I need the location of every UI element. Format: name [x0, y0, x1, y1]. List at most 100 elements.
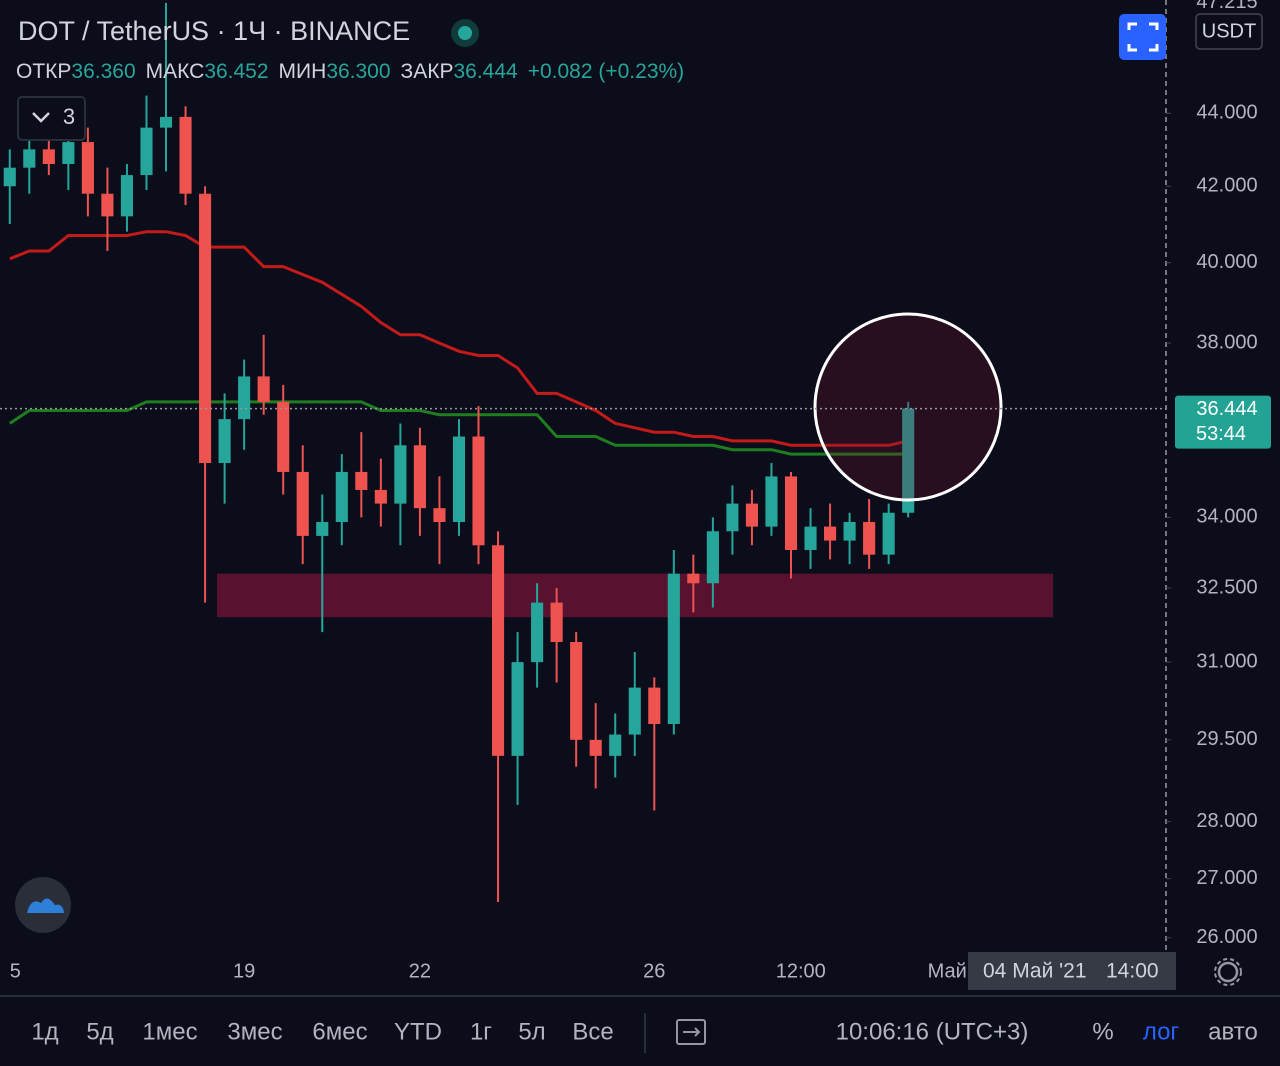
candle-body: [413, 445, 426, 509]
candle-body: [609, 734, 622, 756]
last-price-label: 36.444: [1196, 398, 1257, 420]
candle-body: [159, 116, 173, 128]
replay-button[interactable]: [676, 1019, 706, 1045]
y-tick-label: 40.000: [1196, 251, 1257, 273]
range-button[interactable]: Все: [572, 1018, 613, 1045]
ohlc-value: 36.452: [204, 60, 268, 83]
y-tick-label: 31.000: [1196, 650, 1257, 672]
ohlc-label: ЗАКР: [401, 60, 454, 83]
range-button[interactable]: 1г: [470, 1018, 492, 1045]
fullscreen-icon: [1127, 22, 1159, 52]
log-toggle[interactable]: лог: [1143, 1018, 1180, 1045]
candle-body: [589, 739, 602, 756]
x-tick-label: 12:00: [776, 960, 826, 982]
candle-body: [257, 376, 270, 402]
crosshair-date-box: [968, 952, 1176, 990]
moving-average: [8, 400, 909, 456]
candle-body: [491, 545, 505, 756]
candle-body: [179, 116, 192, 194]
ohlc-value: 36.444: [453, 60, 518, 83]
candle-body: [843, 521, 856, 541]
candle-body: [687, 573, 700, 584]
indicator-toggle[interactable]: 3: [17, 96, 86, 141]
candle-body: [81, 142, 94, 194]
candle-body: [120, 175, 134, 217]
currency-box[interactable]: [1195, 13, 1263, 50]
highlight-circle: [813, 312, 1003, 502]
fullscreen-bg[interactable]: [1119, 14, 1166, 60]
candle-body: [374, 489, 387, 504]
candle-body: [648, 687, 661, 724]
x-tick-label: 5: [10, 960, 21, 982]
range-button[interactable]: 5д: [86, 1018, 113, 1045]
candle-body: [140, 127, 153, 176]
chevron: [32, 112, 50, 123]
candle-body: [863, 521, 876, 555]
status-dot: [458, 26, 472, 40]
toggle-box[interactable]: [17, 96, 86, 141]
candle-body: [101, 193, 114, 217]
crosshair-time: 14:00: [1106, 960, 1159, 983]
candle-body: [745, 503, 758, 527]
auto-toggle[interactable]: авто: [1208, 1018, 1258, 1045]
range-button[interactable]: 3мес: [227, 1018, 282, 1045]
ohlc-label: МИН: [279, 60, 327, 83]
x-tick-label: 26: [643, 960, 665, 982]
gear-teeth: [1214, 958, 1242, 986]
candle-body: [784, 476, 798, 550]
candle-body: [296, 471, 309, 536]
support-zone: [217, 573, 1053, 618]
fullscreen-button[interactable]: [1119, 14, 1166, 60]
candle-body: [511, 662, 524, 756]
y-tick-label: 42.000: [1196, 175, 1257, 197]
candle-body: [335, 471, 348, 522]
candle-body: [277, 401, 290, 472]
candle-body: [355, 471, 368, 490]
logo-shape: [27, 898, 64, 913]
y-tick-label: 27.000: [1196, 867, 1257, 889]
moving-average: [9, 230, 909, 447]
candle-body: [902, 408, 915, 513]
x-tick-label: 22: [409, 960, 431, 982]
candle-body: [452, 436, 466, 522]
candle-body: [765, 476, 778, 527]
ohlc-label: МАКС: [146, 60, 205, 83]
range-button[interactable]: 6мес: [312, 1018, 367, 1045]
settings-button[interactable]: [1214, 958, 1242, 986]
candle-body: [394, 445, 407, 504]
indicator-count: 3: [63, 104, 75, 129]
last-price-box: [1175, 395, 1271, 449]
range-button[interactable]: YTD: [394, 1018, 442, 1045]
y-tick-label: 32.500: [1196, 576, 1257, 598]
range-button[interactable]: 1д: [31, 1018, 58, 1045]
replay-icon[interactable]: [676, 1019, 706, 1045]
candle-body: [550, 602, 563, 643]
currency: USDT: [1202, 20, 1256, 42]
y-tick-label: 34.000: [1196, 506, 1257, 528]
y-tick-label: 26.000: [1196, 926, 1257, 948]
gear-icon[interactable]: [1217, 961, 1239, 983]
candle-body: [316, 521, 329, 536]
crosshair-date: 04 Май '21: [983, 960, 1087, 983]
logo[interactable]: [15, 877, 71, 933]
candle-body: [433, 508, 446, 522]
y-tick-label: 38.000: [1196, 331, 1257, 353]
candle-body: [42, 149, 55, 165]
ohlc-value: 36.360: [71, 60, 135, 83]
y-tick-label: 28.000: [1196, 810, 1257, 832]
candle-body: [804, 526, 817, 550]
candle-body: [218, 419, 231, 464]
candle-body: [238, 376, 251, 420]
candle-body: [824, 526, 837, 541]
replay-arrow: [683, 1027, 701, 1037]
plot: [3, 2, 1053, 902]
x-tick-label: 19: [233, 960, 255, 982]
percent-toggle[interactable]: %: [1092, 1018, 1113, 1045]
countdown: 53:44: [1196, 423, 1246, 445]
range-button[interactable]: 5л: [518, 1018, 545, 1045]
ohlc-value: 36.300: [326, 60, 390, 83]
range-button[interactable]: 1мес: [142, 1018, 197, 1045]
